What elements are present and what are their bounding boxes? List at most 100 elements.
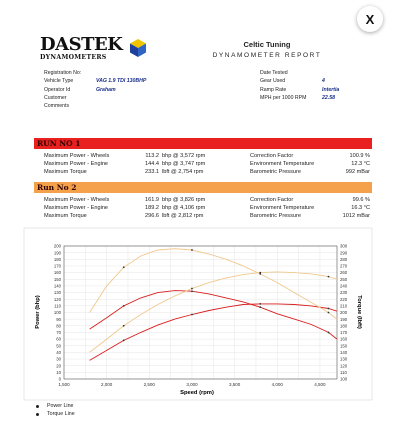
data-point (327, 307, 330, 310)
y-tick-label: 110 (54, 303, 61, 308)
series-line-3 (89, 271, 338, 353)
run2-cond-labels: Correction Factor Environment Temperature… (250, 197, 315, 220)
dastek-logo: DASTEK DYNAMOMETERS (40, 36, 150, 62)
data-point (327, 275, 330, 278)
y2-axis-label: Torque (lbft) (356, 295, 362, 329)
y-tick-label: 150 (54, 277, 62, 282)
y-tick-label: 140 (54, 284, 62, 289)
legend-dot-icon (36, 412, 39, 416)
y-tick-label: 190 (54, 250, 62, 255)
run2-units: bhp @ 3,826 rpm bhp @ 4,106 rpm lbft @ 2,8… (162, 197, 206, 220)
data-point (259, 271, 262, 274)
data-point (191, 313, 193, 316)
y2-tick-label: 290 (340, 250, 348, 255)
x-tick-label: 1,500 (58, 382, 70, 387)
x-tick-label: 3,000 (186, 382, 198, 387)
y2-tick-label: 230 (340, 290, 348, 295)
x-tick-label: 2,500 (144, 382, 156, 387)
x-tick-label: 3,500 (229, 382, 241, 387)
y2-tick-label: 170 (340, 330, 348, 335)
run2-labels: Maximum Power - Wheels Maximum Power - En… (44, 197, 110, 220)
data-point (327, 331, 330, 334)
report-title: DYNAMOMETER REPORT (212, 52, 322, 59)
run2-values: 161.9 189.2 296.6 (145, 197, 159, 220)
y-tick-label: 180 (54, 257, 62, 262)
series-line-4 (89, 248, 338, 320)
info-right-values: 4 Intertia 22.58 (322, 78, 340, 101)
y2-tick-label: 270 (340, 264, 348, 269)
run1-values: 113.2 144.4 233.1 (145, 153, 159, 176)
data-point (191, 249, 193, 251)
y-tick-label: 40 (56, 350, 61, 355)
y2-tick-label: 160 (340, 337, 348, 342)
chart-legend: Power Line Torque Line (36, 402, 75, 418)
y2-tick-label: 130 (340, 357, 348, 362)
y-tick-label: 0 (59, 377, 62, 382)
logo-text: DASTEK (40, 34, 123, 55)
company-name: Celtic Tuning (243, 40, 291, 49)
y-tick-label: 60 (56, 337, 61, 342)
y2-tick-label: 200 (340, 310, 348, 315)
data-point (191, 287, 193, 290)
data-point (327, 311, 330, 314)
y-tick-label: 30 (56, 357, 61, 362)
y2-tick-label: 140 (340, 350, 348, 355)
y2-tick-label: 100 (340, 377, 348, 382)
logo-cube-icon (130, 39, 146, 57)
run1-units: bhp @ 3,572 rpm bhp @ 3,747 rpm lbft @ 2,7… (162, 153, 206, 176)
y2-tick-label: 180 (340, 323, 348, 328)
data-point (122, 339, 125, 342)
series-lines (89, 248, 338, 361)
y-axis-label: Power (bhp) (35, 295, 41, 329)
y2-tick-label: 300 (340, 244, 348, 249)
y-tick-label: 20 (56, 363, 61, 368)
dyno-chart: 0102030405060708090100110120130140150160… (23, 227, 373, 401)
y-tick-label: 120 (54, 297, 62, 302)
close-icon: X (365, 11, 375, 27)
y2-tick-label: 260 (340, 270, 348, 275)
data-point (191, 290, 193, 293)
y2-tick-label: 120 (340, 363, 348, 368)
legend-item-torque: Torque Line (36, 410, 75, 418)
y2-tick-label: 150 (340, 343, 348, 348)
series-line-1 (89, 303, 338, 361)
y-tick-label: 70 (56, 330, 61, 335)
run2-header: Run No 2 (34, 182, 372, 193)
x-tick-label: 4,500 (314, 382, 326, 387)
data-point (259, 302, 262, 305)
run1-cond-values: 100.9 % 12.3 °C 992 mBar (345, 153, 370, 176)
y2-tick-label: 250 (340, 277, 348, 282)
y-tick-label: 100 (54, 310, 62, 315)
y-tick-label: 200 (54, 244, 62, 249)
run2-cond-values: 99.6 % 16.3 °C 1012 mBar (342, 197, 370, 220)
legend-dot-icon (36, 404, 39, 408)
run1-labels: Maximum Power - Wheels Maximum Power - En… (44, 153, 110, 176)
info-left-values: VAG 1.9 TDI 130BHP Graham (96, 78, 147, 93)
data-point (122, 266, 125, 269)
y2-tick-label: 220 (340, 297, 348, 302)
y2-tick-label: 280 (340, 257, 348, 262)
data-point (122, 304, 125, 307)
run1-cond-labels: Correction Factor Environment Temperature… (250, 153, 315, 176)
y2-tick-label: 240 (340, 284, 348, 289)
y-tick-label: 80 (56, 323, 61, 328)
run1-header: RUN NO 1 (34, 138, 372, 149)
series-line-2 (89, 290, 338, 340)
legend-item-power: Power Line (36, 402, 75, 410)
plot-area (63, 245, 338, 380)
chart-frame (23, 227, 373, 401)
y-axis-ticks: 0102030405060708090100110120130140150160… (54, 244, 62, 382)
info-right-labels: Date Tested Gear Used Ramp Rate MPH per … (260, 70, 307, 101)
x-axis-ticks: 1,500 2,000 2,500 3,000 3,500 4,000 4,500 (58, 382, 326, 387)
y-tick-label: 50 (56, 343, 61, 348)
data-point (259, 306, 262, 309)
data-point (122, 324, 125, 327)
dyno-report-sheet: DASTEK DYNAMOMETERS Celtic Tuning DYNAMO… (22, 36, 374, 442)
logo-subtext: DYNAMOMETERS (40, 54, 107, 61)
data-point (259, 273, 262, 275)
close-button[interactable]: X (357, 6, 383, 32)
y-tick-label: 170 (54, 264, 62, 269)
y2-tick-label: 210 (340, 303, 348, 308)
y-tick-label: 130 (54, 290, 62, 295)
